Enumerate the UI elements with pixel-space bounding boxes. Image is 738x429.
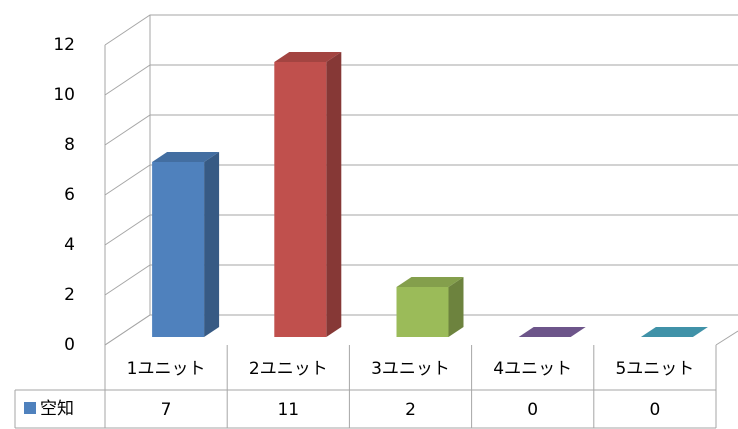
bar-top <box>396 277 464 287</box>
y-tick-label: 6 <box>64 185 75 205</box>
x-tick-label: 2ユニット <box>249 359 328 379</box>
bar-front <box>152 162 205 337</box>
y-tick-label: 2 <box>64 285 75 305</box>
bar-top <box>152 152 220 162</box>
x-tick-label: 3ユニット <box>371 359 450 379</box>
bar <box>274 52 342 337</box>
table-value: 7 <box>161 400 172 420</box>
grid-line <box>104 314 738 346</box>
bar-front <box>274 62 327 337</box>
x-tick-label: 5ユニット <box>615 359 694 379</box>
y-tick-label: 12 <box>53 35 75 55</box>
table-value: 0 <box>527 400 538 420</box>
bar-top <box>640 327 708 337</box>
legend-key <box>24 402 36 414</box>
x-tick-label: 4ユニット <box>493 359 572 379</box>
grid-line <box>104 264 738 296</box>
y-tick-label: 10 <box>53 85 75 105</box>
bar-top <box>518 327 586 337</box>
bar <box>640 327 708 337</box>
x-tick-label: 1ユニット <box>127 359 206 379</box>
grid-line <box>104 14 738 46</box>
y-tick-label: 0 <box>64 335 75 355</box>
y-tick-label: 8 <box>64 135 75 155</box>
table-value: 2 <box>405 400 416 420</box>
bar-side <box>204 152 220 337</box>
table-value: 11 <box>277 400 299 420</box>
bar-front <box>396 287 449 337</box>
bar <box>518 327 586 337</box>
floor <box>715 330 738 346</box>
grid-line <box>104 214 738 246</box>
bar-side <box>448 277 464 337</box>
table-value: 0 <box>649 400 660 420</box>
bar <box>396 277 464 337</box>
bar <box>152 152 220 337</box>
bar-side <box>326 52 342 337</box>
grid-line <box>104 164 738 196</box>
legend-label: 空知 <box>40 399 74 419</box>
y-tick-label: 4 <box>64 235 75 255</box>
bar-top <box>274 52 342 62</box>
grid-line <box>104 64 738 96</box>
grid-line <box>104 114 738 146</box>
